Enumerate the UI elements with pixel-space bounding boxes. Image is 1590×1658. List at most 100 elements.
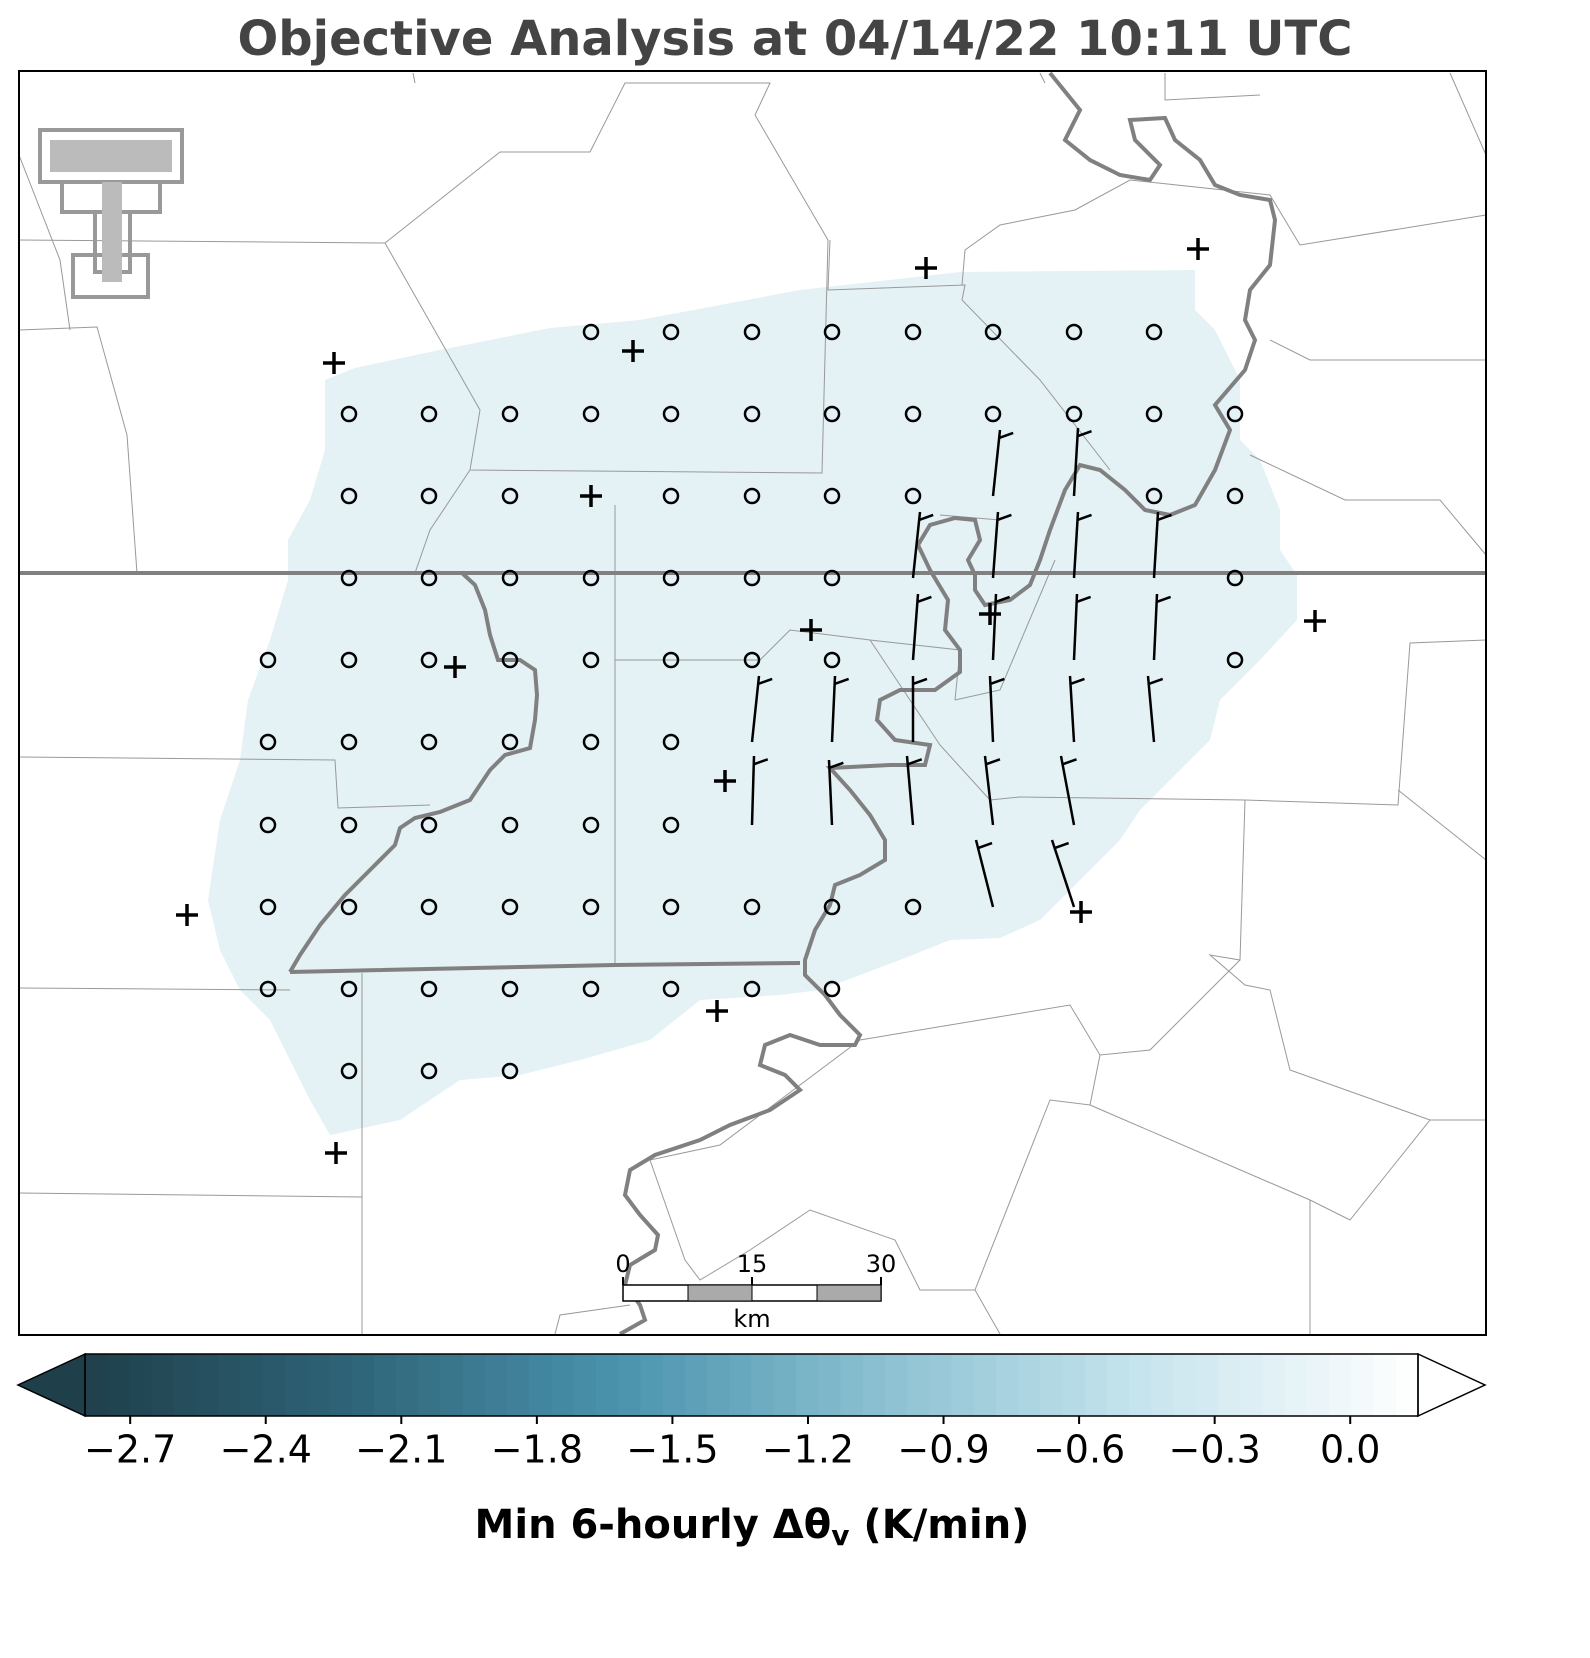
calm-station	[582, 323, 600, 341]
calm-station	[340, 1062, 358, 1080]
scale-bar-segment	[687, 1284, 753, 1302]
station-markers	[176, 238, 1326, 1164]
map-frame	[18, 70, 1487, 1336]
wind-barb	[1152, 593, 1172, 661]
calm-station	[1065, 405, 1083, 423]
station-plus	[323, 352, 345, 374]
county-borders	[18, 72, 1487, 1335]
calm-station	[582, 405, 600, 423]
wind-barb	[1072, 427, 1092, 497]
calm-station	[1226, 487, 1244, 505]
scale-bar: km 0 15 30	[615, 1250, 896, 1333]
colorbar-segment	[1040, 1354, 1064, 1416]
colorbar-segment	[884, 1354, 908, 1416]
colorbar-segment	[707, 1354, 730, 1416]
colorbar-segment	[1062, 1354, 1086, 1416]
colorbar-segment	[151, 1354, 175, 1416]
calm-station	[823, 487, 841, 505]
calm-station	[823, 980, 841, 998]
colorbar-segment	[85, 1354, 108, 1416]
calm-station	[420, 816, 438, 834]
calm-station	[823, 898, 841, 916]
colorbar-segment	[1284, 1354, 1308, 1416]
colorbar-segment	[951, 1354, 975, 1416]
station-plus	[444, 656, 466, 678]
station-plus	[915, 257, 937, 279]
wind-barb	[905, 755, 923, 826]
calm-station	[582, 569, 600, 587]
calm-station	[501, 651, 519, 669]
colorbar-extend-low	[16, 1352, 86, 1418]
scale-bar-label: 30	[866, 1250, 897, 1278]
colorbar-segment	[907, 1354, 930, 1416]
wind-barb	[991, 429, 1014, 497]
colorbar-segment	[1106, 1354, 1130, 1416]
station-plus	[1187, 238, 1209, 260]
colorbar-tick-label: −2.4	[220, 1428, 312, 1472]
colorbar-segment	[595, 1354, 619, 1416]
colorbar-segment	[240, 1354, 264, 1416]
colorbar-segment	[551, 1354, 575, 1416]
calm-station	[662, 733, 680, 751]
calm-station	[984, 405, 1002, 423]
calm-station	[743, 651, 761, 669]
calm-station	[420, 651, 438, 669]
colorbar-segment	[640, 1354, 664, 1416]
colorbar-label: Min 6-hourly Δθv (K/min)	[475, 1502, 1030, 1552]
calm-station	[501, 980, 519, 998]
colorbar-tick-label: −1.2	[762, 1428, 854, 1472]
colorbar-segment	[1084, 1354, 1108, 1416]
calm-station	[501, 569, 519, 587]
calm-station	[340, 980, 358, 998]
wind-barb	[1068, 675, 1085, 743]
calm-station	[501, 898, 519, 916]
calm-station	[340, 816, 358, 834]
colorbar-segment	[1218, 1354, 1241, 1416]
colorbar-segment	[1018, 1354, 1041, 1416]
state-border	[289, 961, 801, 974]
wind-barb	[830, 675, 850, 743]
colorbar-segment	[529, 1354, 553, 1416]
colorbar-segment	[795, 1354, 819, 1416]
calm-station	[984, 323, 1002, 341]
colorbar-frame	[84, 1353, 1419, 1417]
calm-station	[420, 569, 438, 587]
wind-barb	[1059, 755, 1077, 826]
calm-station	[823, 323, 841, 341]
calm-station	[259, 980, 277, 998]
calm-station	[1226, 569, 1244, 587]
colorbar-segment	[440, 1354, 464, 1416]
colorbar-segment	[351, 1354, 375, 1416]
colorbar-tick-label: −1.8	[491, 1428, 583, 1472]
wind-barb	[911, 593, 932, 661]
colorbar-segment	[973, 1354, 997, 1416]
calm-station	[823, 651, 841, 669]
calm-station	[340, 898, 358, 916]
colorbar-segment	[462, 1354, 486, 1416]
colorbar-tick-label: 0.0	[1320, 1428, 1380, 1472]
calm-station	[662, 816, 680, 834]
station-plus	[714, 770, 736, 792]
calm-station	[1145, 487, 1163, 505]
colorbar-segment	[1395, 1354, 1419, 1416]
station-plus	[580, 485, 602, 507]
colorbar-segment	[218, 1354, 242, 1416]
wind-barb	[1146, 675, 1164, 743]
calm-station	[743, 980, 761, 998]
calm-station	[582, 816, 600, 834]
calm-station	[1065, 323, 1083, 341]
calm-station	[420, 898, 438, 916]
colorbar-segment	[840, 1354, 864, 1416]
calm-station	[340, 405, 358, 423]
station-plus	[800, 619, 822, 641]
station-plus	[325, 1142, 347, 1164]
calm-station	[259, 898, 277, 916]
calm-station	[743, 487, 761, 505]
calm-station	[259, 816, 277, 834]
colorbar-segment	[995, 1354, 1019, 1416]
colorbar-tick-label: −2.7	[84, 1428, 176, 1472]
calm-station	[1145, 323, 1163, 341]
wind-barb	[911, 511, 934, 579]
analysis-shading	[208, 270, 1297, 1135]
wind-barb	[750, 755, 769, 826]
